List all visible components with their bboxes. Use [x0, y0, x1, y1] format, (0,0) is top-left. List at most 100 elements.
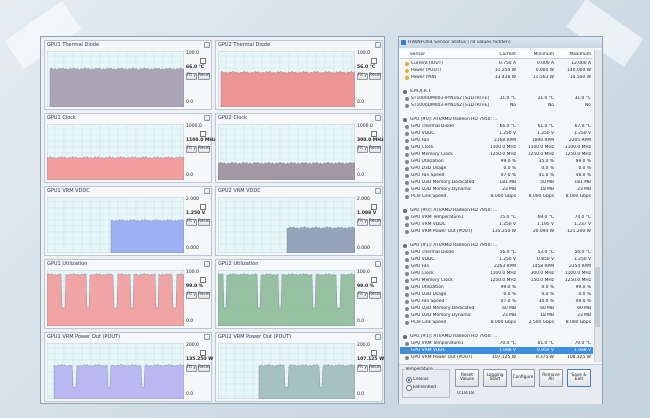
fit-button[interactable]: Fit y — [186, 365, 197, 372]
checkbox[interactable] — [200, 204, 206, 210]
reset-button[interactable]: Reset — [369, 219, 382, 226]
sensor-cell: 99.0 % — [500, 285, 516, 290]
sensor-row[interactable]: GPU Thermal Diode 56.0 °C 53.0 °C 56.0 °C — [400, 249, 593, 256]
sensor-icon — [405, 313, 409, 318]
sensor-row[interactable]: GPU Fan 2263 RPM 1458 RPM 2354 RPM — [400, 263, 593, 270]
toolbar-button[interactable]: Logging Start — [483, 369, 507, 387]
radio[interactable] — [406, 385, 412, 391]
reset-button[interactable]: Reset — [198, 73, 211, 80]
fit-button[interactable]: Fit y — [357, 146, 368, 153]
column-header: Maximum — [569, 52, 591, 57]
sensor-row[interactable]: PCIe Link Speed 8.000 Gbps 2.500 Gbps 8.000… — [400, 319, 593, 326]
checkbox[interactable] — [200, 350, 206, 356]
sensor-icon — [405, 131, 409, 136]
checkbox[interactable] — [371, 350, 377, 356]
reset-button[interactable]: Reset — [198, 292, 211, 299]
sensor-row[interactable]: GPU VRM Temperature1 70.0 °C 61.0 °C 70.0 °… — [400, 340, 593, 347]
sensor-row[interactable]: Current (IOUT) 0.750 A 0.000 A 12.000 A — [400, 60, 593, 67]
sensor-cell: 0.000 A — [537, 61, 554, 66]
toolbar-button[interactable]: Save & Exit — [567, 369, 591, 387]
checkbox[interactable] — [200, 131, 206, 137]
scroll-thumb[interactable] — [595, 267, 600, 327]
sensor-row[interactable]: GPU Memory Clock 1250.0 MHz 150.0 MHz 1250.… — [400, 277, 593, 284]
sensor-row[interactable]: GPU VDDC 1.250 V 0.850 V 1.250 V — [400, 256, 593, 263]
sensor-row[interactable]: GPU D3D Memory Dedicated 60 MB 60 MB 60 MB — [400, 305, 593, 312]
fit-button[interactable]: Fit y — [357, 219, 368, 226]
sensor-row[interactable]: GPU D3D Usage 0.0 % 0.0 % 0.0 % — [400, 165, 593, 172]
selected-row[interactable]: GPU VRM VDDC 1.088 V 0.950 V 1.088 V — [400, 347, 593, 354]
fit-button[interactable]: Fit y — [186, 73, 197, 80]
fit-button[interactable]: Fit y — [357, 292, 368, 299]
sensor-cell: 0.950 V — [537, 348, 554, 353]
sensor-row[interactable]: GPU Memory Clock 1250.0 MHz 1250.0 MHz 1250… — [400, 151, 593, 158]
fit-button[interactable]: Fit y — [186, 292, 197, 299]
reset-button[interactable]: Reset — [198, 365, 211, 372]
sensor-row[interactable]: ST1000DM003-9YN162 [S1D7RTFE] 31.0 °C 31.0… — [400, 95, 593, 102]
sensor-row[interactable]: GPU D3D Usage 0.0 % 0.0 % 0.0 % — [400, 291, 593, 298]
radio[interactable] — [406, 377, 412, 383]
toolbar-button[interactable]: Configure — [511, 369, 535, 387]
sensor-row[interactable]: GPU Clock 1100.0 MHz 1100.0 MHz 1100.0 MHz — [400, 144, 593, 151]
axis-min: 0.000 — [186, 246, 199, 251]
sensor-row[interactable]: GPU VRM Power Out (POUT) 135.250 W 20.094 … — [400, 228, 593, 235]
sensor-cell: 23 MB — [502, 187, 516, 192]
close-button[interactable] — [204, 188, 210, 194]
graph-panel: GPU2 Utilization 100.0 99.0 % Fit y Reset 0.0 — [215, 259, 383, 329]
sensor-row[interactable]: GPU D3D Memory Dedicated 181 MB 50 MB 181 M… — [400, 179, 593, 186]
checkbox[interactable] — [200, 58, 206, 64]
sensor-icon — [405, 68, 409, 73]
close-button[interactable] — [204, 42, 210, 48]
toolbar-button[interactable]: Reset Values — [455, 369, 479, 387]
fit-button[interactable]: Fit y — [357, 73, 368, 80]
sensor-row[interactable]: Power (PIN) 13.438 W 11.563 W 14.500 W — [400, 74, 593, 81]
fit-button[interactable]: Fit y — [186, 146, 197, 153]
graph-fill — [53, 364, 184, 399]
sensor-row[interactable]: GPU D3D Memory Dynamic 23 MB 18 MB 23 MB — [400, 312, 593, 319]
reset-button[interactable]: Reset — [369, 73, 382, 80]
reset-button[interactable]: Reset — [369, 292, 382, 299]
checkbox[interactable] — [371, 204, 377, 210]
checkbox[interactable] — [371, 131, 377, 137]
fit-button[interactable]: Fit y — [186, 219, 197, 226]
sensor-row[interactable]: GPU VRM Power Out (POUT) 107.125 W 0.375 W… — [400, 354, 593, 361]
close-button[interactable] — [375, 334, 381, 340]
current-value: 107.125 W — [357, 357, 385, 362]
sensor-row[interactable]: GPU Thermal Diode 66.0 °C 61.0 °C 67.0 °C — [400, 123, 593, 130]
sensor-cell: PCIe Link Speed — [411, 320, 447, 325]
sensor-icon — [405, 292, 409, 297]
close-button[interactable] — [204, 334, 210, 340]
sensor-cell: 1250.0 MHz — [527, 152, 554, 157]
sensor-row[interactable]: GPU Utilization 99.0 % 35.0 % 99.0 % — [400, 158, 593, 165]
toolbar-button[interactable]: Remove All — [539, 369, 563, 387]
reset-button[interactable]: Reset — [198, 219, 211, 226]
sensor-row[interactable]: GPU D3D Memory Dynamic 23 MB 18 MB 23 MB — [400, 186, 593, 193]
close-button[interactable] — [204, 115, 210, 121]
sensor-row[interactable]: GPU Fan Speed 47.0 % 30.0 % 49.0 % — [400, 298, 593, 305]
sensor-row[interactable]: ST1000DM003-9YN162 [S1D7RTFE] Dri... No No… — [400, 102, 593, 109]
sensor-row[interactable]: GPU VRM VDDC 1.250 V 1.195 V 1.237 V — [400, 221, 593, 228]
close-button[interactable] — [375, 188, 381, 194]
sensor-cell: 31.0 °C — [574, 96, 591, 101]
sensor-row[interactable]: GPU Utilization 99.0 % 0.0 % 99.0 % — [400, 284, 593, 291]
reset-button[interactable]: Reset — [198, 146, 211, 153]
close-button[interactable] — [375, 115, 381, 121]
close-button[interactable] — [375, 261, 381, 267]
sensor-row[interactable]: GPU Clock 1100.0 MHz 300.0 MHz 1100.0 MHz — [400, 270, 593, 277]
sensor-row[interactable]: GPU VRM Temperature1 75.0 °C 69.0 °C 74.0 °… — [400, 214, 593, 221]
sensor-cell: 1.088 V — [499, 348, 516, 353]
reset-button[interactable]: Reset — [369, 365, 382, 372]
checkbox[interactable] — [200, 277, 206, 283]
sensor-cell: GPU VDDC — [411, 257, 435, 262]
sensor-row[interactable]: GPU Fan 2168 RPM 1890 RPM 2205 RPM — [400, 137, 593, 144]
reset-button[interactable]: Reset — [369, 146, 382, 153]
checkbox[interactable] — [371, 277, 377, 283]
sensor-row[interactable]: PCIe Link Speed 8.000 Gbps 8.000 Gbps 8.000… — [400, 193, 593, 200]
sensor-row[interactable]: Power (POUT) 11.250 W 0.000 W 140.000 W — [400, 67, 593, 74]
close-button[interactable] — [375, 42, 381, 48]
sensor-row[interactable]: GPU VDDC 1.250 V 1.250 V 1.250 V — [400, 130, 593, 137]
checkbox[interactable] — [371, 58, 377, 64]
fit-button[interactable]: Fit y — [357, 365, 368, 372]
sensor-row[interactable]: GPU Fan Speed 47.0 % 41.0 % 48.0 % — [400, 172, 593, 179]
close-button[interactable] — [204, 261, 210, 267]
sensor-icon — [405, 187, 409, 192]
